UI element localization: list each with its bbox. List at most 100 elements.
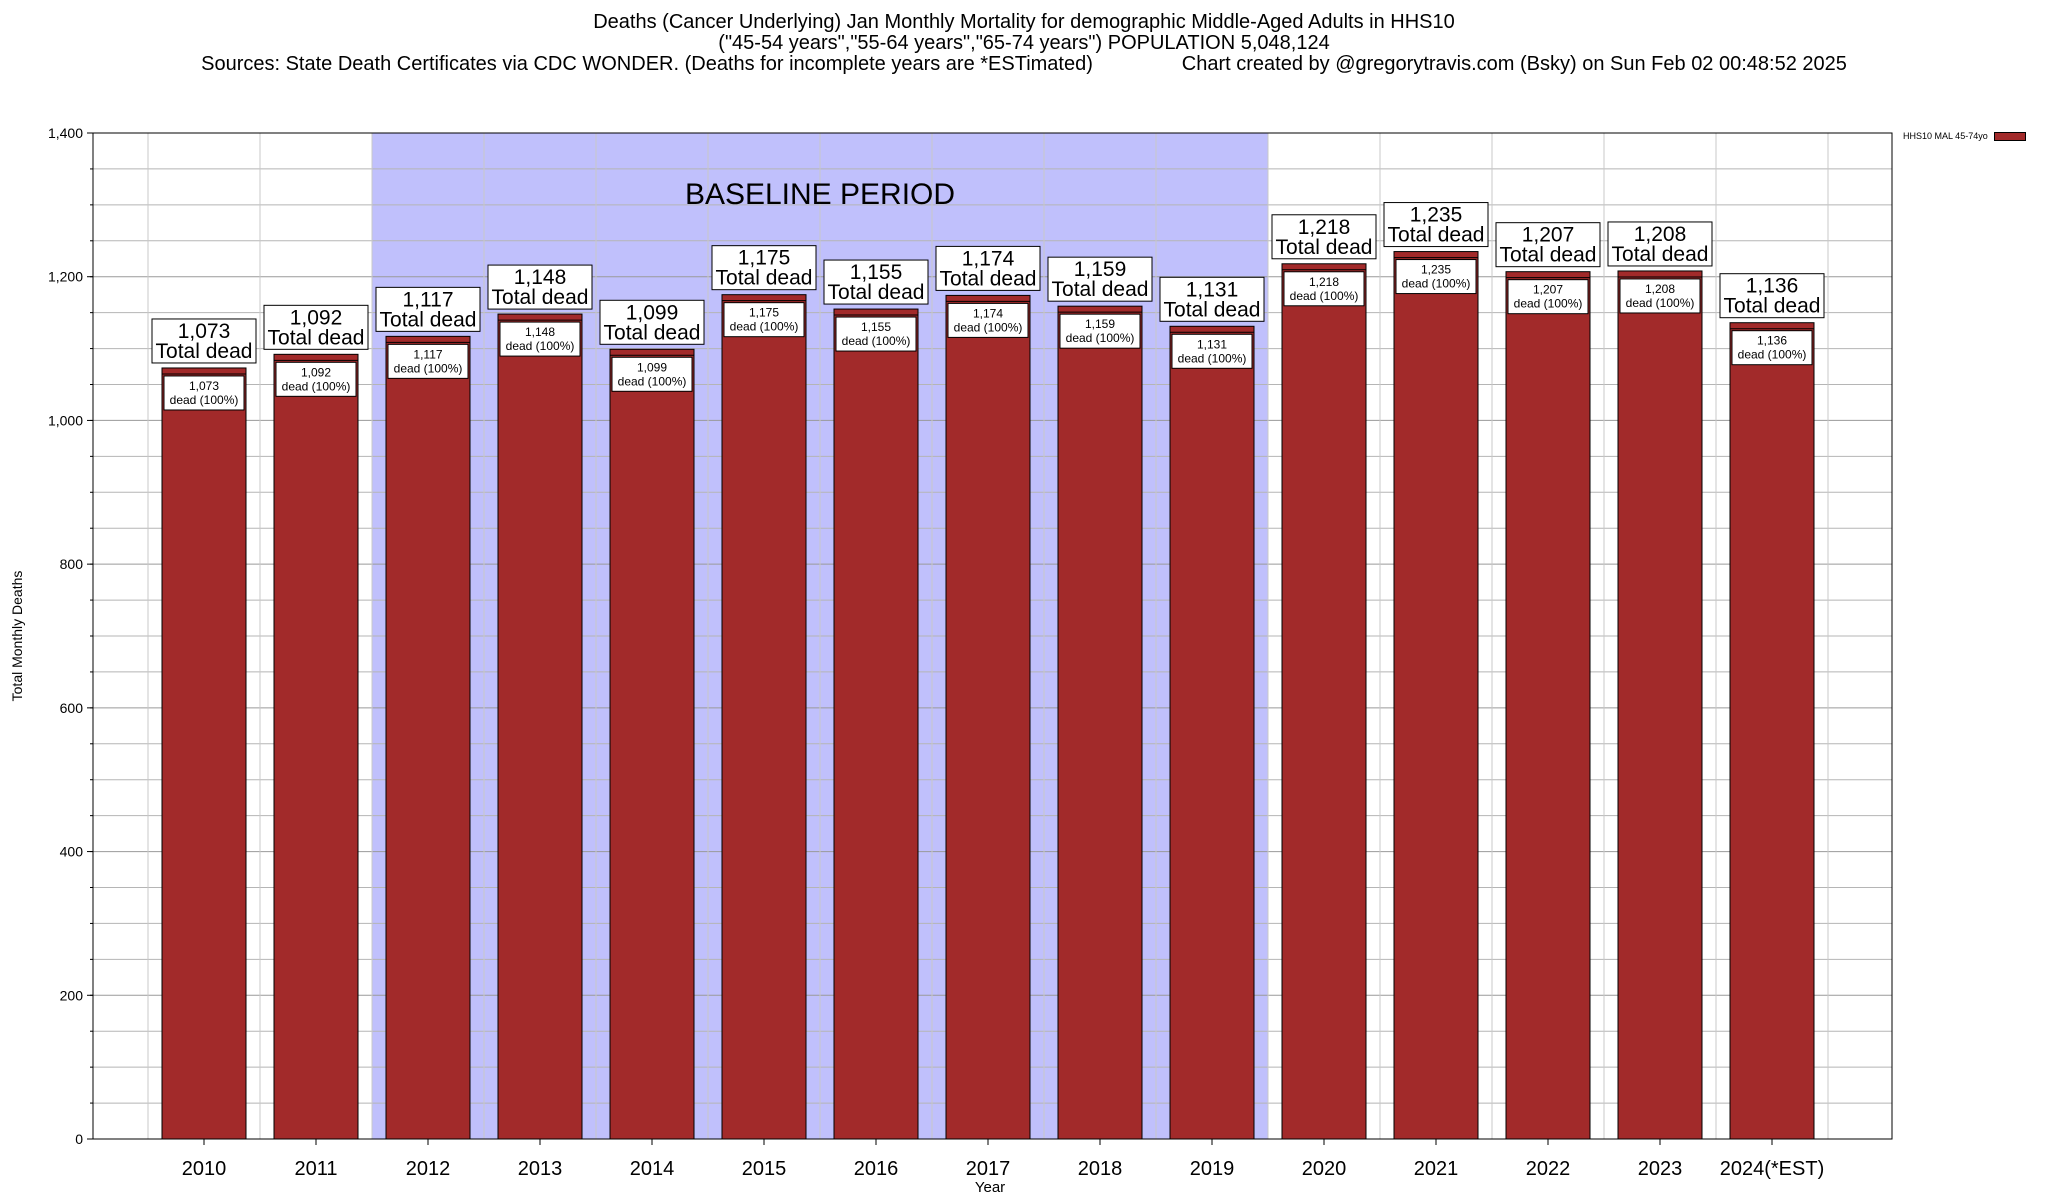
total-data-label-text: Total dead bbox=[1164, 298, 1261, 321]
y-tick-label: 800 bbox=[60, 556, 84, 572]
y-tick-label: 600 bbox=[60, 700, 84, 716]
x-tick-label: 2021 bbox=[1414, 1158, 1459, 1180]
inner-data-label-value: 1,208 bbox=[1645, 282, 1675, 296]
bar bbox=[273, 353, 359, 1140]
total-data-label-box bbox=[1047, 256, 1153, 302]
inner-data-label-value: 1,207 bbox=[1533, 283, 1563, 297]
total-data-label-text: Total dead bbox=[604, 321, 701, 344]
inner-data-label-text: dead (100%) bbox=[730, 320, 799, 334]
x-tick-label: 2016 bbox=[854, 1158, 899, 1180]
chart-source-line: Sources: State Death Certificates via CD… bbox=[201, 53, 1847, 75]
inner-data-label-text: dead (100%) bbox=[282, 379, 351, 393]
legend-swatch bbox=[1993, 131, 2026, 141]
inner-data-label-text: dead (100%) bbox=[1178, 351, 1247, 365]
inner-data-label-text: dead (100%) bbox=[1626, 296, 1695, 310]
bar bbox=[1617, 270, 1703, 1140]
x-tick-label: 2023 bbox=[1638, 1158, 1683, 1180]
total-data-label-value: 1,218 bbox=[1298, 216, 1351, 239]
total-data-label-text: Total dead bbox=[492, 286, 589, 309]
total-data-label-box bbox=[1495, 222, 1601, 268]
total-data-label-text: Total dead bbox=[828, 281, 925, 304]
total-data-label-text: Total dead bbox=[940, 267, 1037, 290]
total-data-label-text: Total dead bbox=[1388, 224, 1485, 247]
inner-data-label-value: 1,155 bbox=[861, 320, 891, 334]
total-data-label-value: 1,092 bbox=[290, 306, 343, 329]
chart-subtitle: ("45-54 years","55-64 years","65-74 year… bbox=[718, 32, 1330, 54]
total-data-label-value: 1,159 bbox=[1074, 258, 1127, 281]
total-data-label-text: Total dead bbox=[1052, 278, 1149, 301]
inner-data-label-box bbox=[1171, 333, 1253, 369]
total-data-label-value: 1,155 bbox=[850, 261, 903, 284]
total-data-label-box bbox=[1383, 202, 1489, 248]
total-data-label-text: Total dead bbox=[156, 340, 253, 363]
inner-data-label-box bbox=[947, 302, 1029, 338]
total-data-label-box bbox=[375, 286, 481, 332]
inner-data-label-box bbox=[723, 302, 805, 338]
total-data-label-value: 1,073 bbox=[178, 320, 231, 343]
bar bbox=[945, 294, 1031, 1140]
bar bbox=[1281, 263, 1367, 1140]
total-data-label-value: 1,148 bbox=[514, 266, 567, 289]
bar bbox=[609, 348, 695, 1140]
inner-data-label-text: dead (100%) bbox=[1402, 277, 1471, 291]
y-tick-label: 0 bbox=[75, 1131, 83, 1147]
total-data-label-value: 1,208 bbox=[1634, 223, 1687, 246]
inner-data-label-value: 1,148 bbox=[525, 325, 555, 339]
chart-title: Deaths (Cancer Underlying) Jan Monthly M… bbox=[593, 11, 1455, 33]
total-data-label-value: 1,136 bbox=[1746, 275, 1799, 298]
total-data-label-box bbox=[1271, 214, 1377, 260]
bar bbox=[497, 313, 583, 1140]
x-tick-label: 2022 bbox=[1526, 1158, 1571, 1180]
inner-data-label-box bbox=[1619, 278, 1701, 314]
inner-data-label-text: dead (100%) bbox=[1066, 331, 1135, 345]
x-tick-label: 2013 bbox=[518, 1158, 563, 1180]
bar bbox=[1393, 251, 1479, 1140]
total-data-label-value: 1,099 bbox=[626, 301, 679, 324]
bar bbox=[1505, 271, 1591, 1140]
legend: HHS10 MAL 45-74yo bbox=[1903, 131, 2026, 141]
bar bbox=[385, 335, 471, 1140]
inner-data-label-box bbox=[1283, 271, 1365, 307]
inner-data-label-value: 1,136 bbox=[1757, 334, 1787, 348]
inner-data-label-value: 1,092 bbox=[301, 365, 331, 379]
x-tick-label: 2020 bbox=[1302, 1158, 1347, 1180]
inner-data-label-value: 1,159 bbox=[1085, 317, 1115, 331]
inner-data-label-box bbox=[611, 356, 693, 392]
total-data-label-box bbox=[1719, 273, 1825, 319]
total-data-label-box bbox=[935, 245, 1041, 291]
inner-data-label-box bbox=[275, 361, 357, 397]
inner-data-label-text: dead (100%) bbox=[1514, 297, 1583, 311]
y-tick-label: 200 bbox=[60, 987, 84, 1003]
plot-border bbox=[92, 132, 1893, 1140]
bar bbox=[161, 367, 247, 1140]
total-data-label-text: Total dead bbox=[380, 308, 477, 331]
inner-data-label-value: 1,175 bbox=[749, 306, 779, 320]
total-data-label-box bbox=[1607, 221, 1713, 267]
total-data-label-box bbox=[1159, 276, 1265, 322]
x-tick-label: 2011 bbox=[294, 1158, 337, 1180]
inner-data-label-box bbox=[1507, 279, 1589, 315]
x-tick-label: 2010 bbox=[182, 1158, 227, 1180]
inner-data-label-value: 1,099 bbox=[637, 360, 667, 374]
total-data-label-text: Total dead bbox=[1724, 295, 1821, 318]
inner-data-label-box bbox=[1395, 259, 1477, 295]
total-data-label-value: 1,175 bbox=[738, 247, 791, 270]
x-tick-label: 2012 bbox=[406, 1158, 451, 1180]
x-tick-label: 2019 bbox=[1190, 1158, 1235, 1180]
inner-data-label-text: dead (100%) bbox=[1290, 289, 1359, 303]
total-data-label-box bbox=[151, 318, 257, 364]
inner-data-label-value: 1,218 bbox=[1309, 275, 1339, 289]
x-tick-label: 2014 bbox=[630, 1158, 675, 1180]
legend-label: HHS10 MAL 45-74yo bbox=[1903, 131, 1988, 141]
y-tick-label: 400 bbox=[60, 844, 84, 860]
inner-data-label-text: dead (100%) bbox=[954, 320, 1023, 334]
x-axis-label: Year bbox=[975, 1179, 1005, 1196]
x-tick-label: 2015 bbox=[742, 1158, 787, 1180]
total-data-label-text: Total dead bbox=[1276, 236, 1373, 259]
y-tick-label: 1,200 bbox=[48, 269, 83, 285]
total-data-label-box bbox=[823, 259, 929, 305]
inner-data-label-text: dead (100%) bbox=[842, 334, 911, 348]
x-tick-label: 2018 bbox=[1078, 1158, 1123, 1180]
inner-data-label-value: 1,131 bbox=[1197, 337, 1227, 351]
total-data-label-box bbox=[599, 299, 705, 345]
